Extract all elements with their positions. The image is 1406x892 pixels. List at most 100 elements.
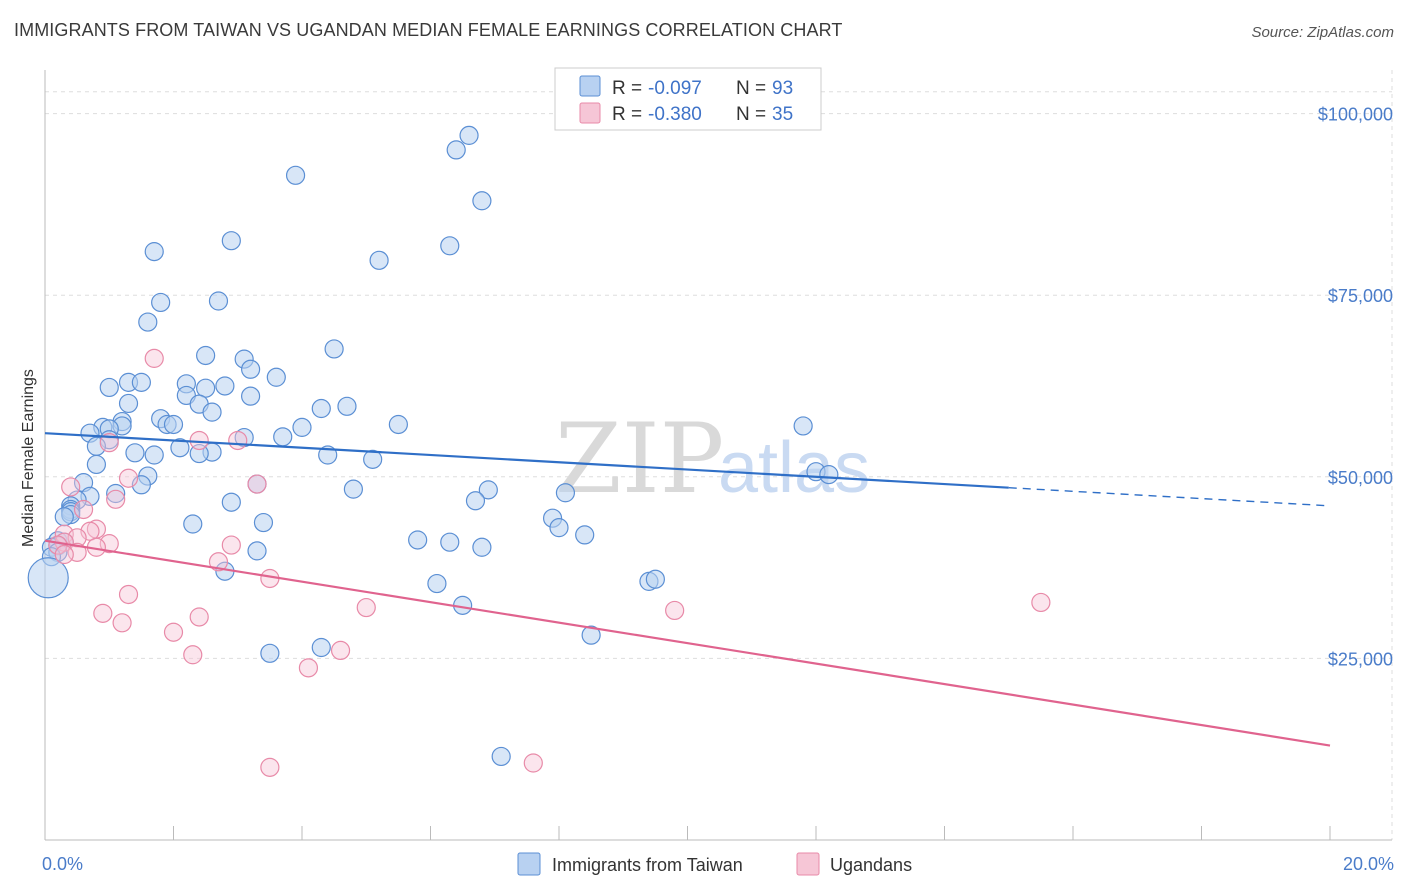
taiwan-point: [440, 236, 460, 256]
ugandans-trend-line: [44, 539, 1331, 747]
legend-swatch-taiwan: [579, 75, 601, 97]
taiwan-point: [793, 416, 813, 436]
ugandans-point: [298, 658, 319, 678]
taiwan-point: [645, 569, 665, 589]
taiwan-point: [118, 393, 139, 414]
taiwan-point: [363, 449, 383, 469]
y-tick-label: $25,000: [1328, 649, 1393, 669]
taiwan-point: [247, 541, 267, 561]
ugandans-point: [144, 348, 164, 368]
ugandans-point: [99, 534, 119, 554]
legend-n-value-taiwan: 93: [772, 78, 793, 99]
ugandans-point: [183, 645, 203, 665]
ugandans-point: [118, 468, 139, 488]
y-tick-label: $100,000: [1318, 105, 1393, 125]
taiwan-point: [337, 396, 357, 416]
bottom-legend-label-ugandans: Ugandans: [830, 855, 912, 875]
taiwan-point: [472, 191, 492, 211]
series-taiwan-points: [27, 125, 839, 767]
taiwan-point: [221, 492, 241, 512]
ugandans-point: [93, 603, 113, 623]
taiwan-point: [86, 454, 107, 475]
taiwan-point: [241, 359, 261, 379]
taiwan-point: [202, 402, 222, 422]
taiwan-point: [170, 438, 190, 458]
taiwan-point: [260, 643, 280, 663]
taiwan-point: [343, 479, 363, 499]
taiwan-point: [215, 376, 235, 396]
ugandans-point: [260, 757, 280, 777]
taiwan-point: [819, 465, 839, 485]
legend-r-label-taiwan: R =: [612, 78, 642, 99]
taiwan-point: [440, 532, 460, 552]
taiwan-point: [106, 483, 126, 504]
source-credit: Source: ZipAtlas.com: [1251, 24, 1394, 41]
ugandans-point: [665, 600, 685, 621]
series-legend: Immigrants from Taiwan Ugandans: [517, 852, 912, 876]
taiwan-point: [427, 573, 447, 594]
ugandans-point: [106, 489, 126, 509]
trend-lines: [44, 432, 1331, 747]
taiwan-point: [144, 242, 164, 262]
taiwan-point: [266, 367, 286, 387]
taiwan-point: [183, 514, 203, 534]
legend-r-value-ugandans: -0.380: [648, 104, 702, 125]
tick-labels: $25,000 $50,000 $75,000 $100,000 0.0% 20.0%: [42, 105, 1394, 874]
taiwan-point: [491, 746, 511, 767]
taiwan-point: [472, 537, 492, 557]
ugandans-point: [523, 753, 543, 773]
taiwan-point: [221, 231, 241, 251]
bottom-legend-label-taiwan: Immigrants from Taiwan: [552, 855, 743, 875]
taiwan-point: [369, 250, 389, 270]
taiwan-point: [292, 417, 312, 437]
taiwan-point: [131, 372, 151, 392]
x-tick-label: 20.0%: [1343, 854, 1394, 874]
ugandans-point: [112, 613, 132, 633]
ugandans-point: [61, 477, 81, 497]
taiwan-point: [555, 483, 576, 503]
watermark-zip: ZIP: [555, 403, 724, 515]
taiwan-point: [196, 378, 216, 398]
taiwan-point: [253, 512, 274, 533]
taiwan-point: [324, 339, 344, 359]
bottom-legend-swatch-taiwan: [517, 852, 541, 876]
series-ugandans-points: [48, 348, 1051, 777]
correlation-legend: R = -0.097 N = 93 R = -0.380 N = 35: [554, 67, 822, 131]
taiwan-point: [163, 414, 184, 435]
taiwan-point: [241, 386, 261, 406]
legend-r-label-ugandans: R =: [612, 104, 642, 125]
taiwan-trend-extension: [1008, 486, 1331, 507]
taiwan-point: [285, 165, 306, 185]
taiwan-point: [478, 480, 498, 500]
legend-r-value-taiwan: -0.097: [648, 78, 702, 99]
taiwan-point: [408, 530, 428, 550]
ugandans-point: [247, 474, 267, 494]
taiwan-point: [273, 427, 293, 447]
bottom-legend-swatch-ugandans: [796, 852, 820, 876]
ugandans-point: [163, 622, 184, 642]
ugandans-point: [221, 535, 241, 555]
y-tick-label: $75,000: [1328, 286, 1393, 306]
taiwan-point: [196, 345, 216, 366]
taiwan-point: [151, 292, 171, 313]
taiwan-point: [549, 518, 569, 538]
taiwan-point: [311, 637, 331, 658]
ugandans-point: [208, 552, 229, 572]
taiwan-point: [208, 291, 229, 311]
taiwan-point: [388, 414, 408, 435]
ugandans-point: [54, 544, 74, 565]
taiwan-point: [144, 445, 164, 465]
ugandans-point: [1031, 592, 1051, 613]
ugandans-point: [228, 430, 248, 451]
legend-swatch-ugandans: [579, 102, 601, 124]
axes: [44, 70, 1392, 841]
ugandans-point: [189, 607, 209, 627]
taiwan-point: [459, 125, 479, 145]
taiwan-point: [465, 491, 486, 511]
taiwan-point: [27, 557, 69, 599]
chart-title: IMMIGRANTS FROM TAIWAN VS UGANDAN MEDIAN…: [14, 20, 843, 40]
taiwan-point: [446, 140, 466, 160]
legend-n-label-taiwan: N =: [736, 78, 766, 99]
taiwan-point: [99, 377, 119, 398]
